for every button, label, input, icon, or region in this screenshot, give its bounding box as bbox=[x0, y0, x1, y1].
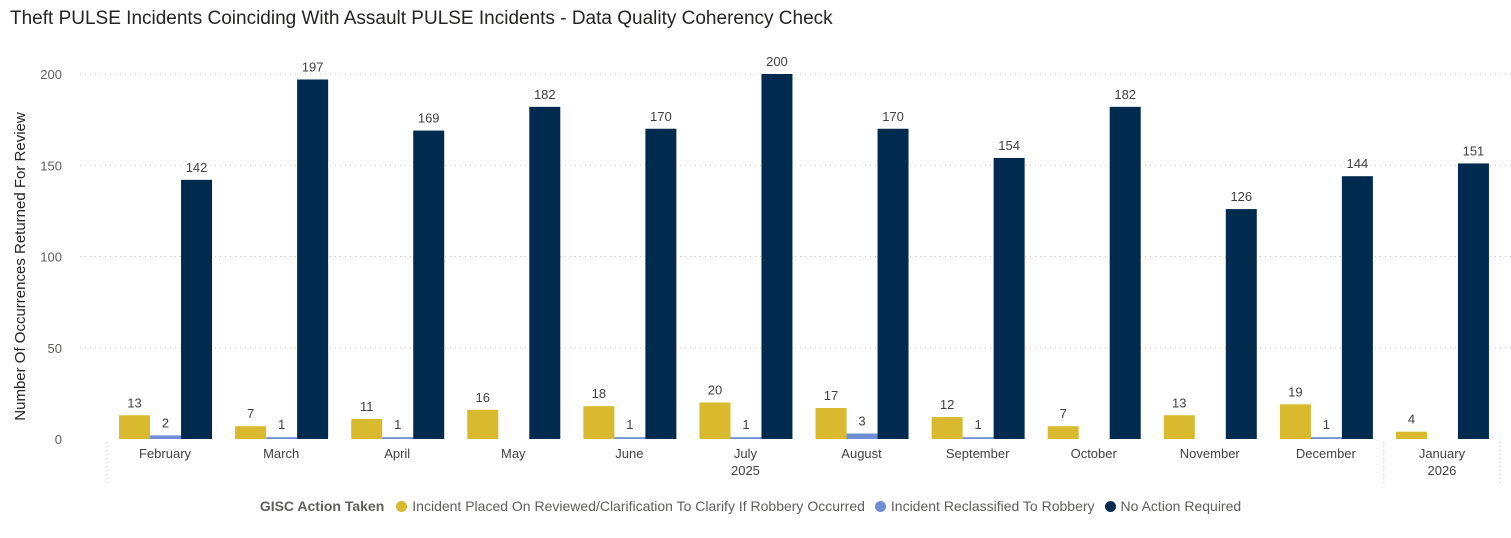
data-label: 17 bbox=[824, 388, 838, 403]
bar bbox=[1047, 426, 1079, 439]
bar bbox=[761, 74, 793, 439]
bar bbox=[1310, 437, 1342, 439]
x-tick-label: February bbox=[139, 446, 192, 461]
bar bbox=[614, 437, 646, 439]
x-tick-label: November bbox=[1180, 446, 1241, 461]
x-group-label: 2025 bbox=[731, 463, 760, 478]
data-label: 20 bbox=[708, 383, 722, 398]
chart-title: Theft PULSE Incidents Coinciding With As… bbox=[10, 8, 833, 29]
data-label: 182 bbox=[1114, 87, 1136, 102]
x-tick-label: March bbox=[263, 446, 299, 461]
bar bbox=[297, 79, 329, 439]
data-label: 7 bbox=[247, 406, 254, 421]
bar bbox=[931, 417, 963, 439]
bar bbox=[846, 433, 878, 439]
bar bbox=[815, 407, 847, 439]
data-label: 1 bbox=[1323, 417, 1330, 432]
data-label: 154 bbox=[998, 138, 1020, 153]
legend-item-reviewed[interactable]: Incident Placed On Reviewed/Clarificatio… bbox=[396, 498, 865, 514]
bar bbox=[962, 437, 994, 439]
bar bbox=[1341, 176, 1373, 439]
x-tick-label: July bbox=[734, 446, 758, 461]
bar bbox=[730, 437, 762, 439]
legend-swatch-no-action bbox=[1104, 500, 1116, 512]
bar bbox=[529, 106, 561, 439]
bar bbox=[583, 406, 615, 439]
data-label: 2 bbox=[162, 415, 169, 430]
data-label: 1 bbox=[975, 417, 982, 432]
bar bbox=[645, 128, 677, 439]
bar bbox=[699, 402, 731, 439]
data-label: 16 bbox=[476, 390, 490, 405]
bar bbox=[993, 157, 1025, 439]
y-tick-label: 150 bbox=[40, 158, 62, 173]
data-label: 170 bbox=[882, 109, 904, 124]
x-group-label: 2026 bbox=[1427, 463, 1456, 478]
bar bbox=[467, 409, 499, 439]
data-label: 1 bbox=[742, 417, 749, 432]
data-label: 12 bbox=[940, 397, 954, 412]
chart-legend: GISC Action Taken Incident Placed On Rev… bbox=[0, 498, 1511, 514]
bar bbox=[235, 426, 267, 439]
data-label: 11 bbox=[360, 399, 374, 414]
data-label: 7 bbox=[1060, 406, 1067, 421]
legend-swatch-reviewed bbox=[396, 500, 408, 512]
x-tick-label: June bbox=[615, 446, 643, 461]
x-tick-label: December bbox=[1296, 446, 1357, 461]
data-label: 200 bbox=[766, 54, 788, 69]
x-tick-label: September bbox=[946, 446, 1010, 461]
y-tick-label: 200 bbox=[40, 67, 62, 82]
data-label: 13 bbox=[127, 395, 141, 410]
bar bbox=[1395, 431, 1427, 439]
x-tick-label: January bbox=[1419, 446, 1466, 461]
x-tick-label: August bbox=[841, 446, 882, 461]
data-label: 4 bbox=[1408, 412, 1415, 427]
legend-title: GISC Action Taken bbox=[259, 498, 385, 514]
data-label: 142 bbox=[186, 160, 208, 175]
legend-label-reclassified: Incident Reclassified To Robbery bbox=[890, 498, 1095, 514]
data-label: 13 bbox=[1172, 395, 1186, 410]
legend-item-no-action[interactable]: No Action Required bbox=[1104, 498, 1242, 514]
legend-label-no-action: No Action Required bbox=[1120, 498, 1242, 514]
data-label: 169 bbox=[418, 111, 440, 126]
y-tick-label: 50 bbox=[48, 341, 62, 356]
bar bbox=[1163, 415, 1195, 439]
bar bbox=[119, 415, 151, 439]
y-axis-title: Number Of Occurrences Returned For Revie… bbox=[12, 112, 29, 421]
bar bbox=[1279, 404, 1311, 439]
data-label: 197 bbox=[302, 59, 324, 74]
bar bbox=[1225, 209, 1257, 439]
bar bbox=[266, 437, 298, 439]
bar bbox=[150, 435, 182, 439]
y-tick-label: 0 bbox=[55, 432, 62, 447]
data-label: 182 bbox=[534, 87, 556, 102]
data-label: 151 bbox=[1463, 143, 1485, 158]
bar bbox=[413, 130, 445, 439]
x-tick-label: October bbox=[1071, 446, 1118, 461]
bar bbox=[351, 418, 383, 439]
bar bbox=[1109, 106, 1141, 439]
data-label: 144 bbox=[1347, 156, 1369, 171]
data-label: 1 bbox=[394, 417, 401, 432]
data-label: 18 bbox=[592, 386, 606, 401]
x-tick-label: April bbox=[384, 446, 410, 461]
data-label: 1 bbox=[626, 417, 633, 432]
data-label: 170 bbox=[650, 109, 672, 124]
legend-label-reviewed: Incident Placed On Reviewed/Clarificatio… bbox=[412, 498, 865, 514]
legend-swatch-reclassified bbox=[874, 500, 886, 512]
legend-item-reclassified[interactable]: Incident Reclassified To Robbery bbox=[874, 498, 1095, 514]
data-label: 3 bbox=[858, 414, 865, 429]
data-label: 19 bbox=[1288, 384, 1302, 399]
bar bbox=[181, 179, 213, 439]
y-tick-label: 100 bbox=[40, 250, 62, 265]
chart-plot: 0 50 100 150 200 Number Of Occurrences Return… bbox=[12, 54, 1511, 485]
x-tick-label: May bbox=[501, 446, 526, 461]
bar bbox=[382, 437, 414, 439]
data-label: 126 bbox=[1230, 189, 1252, 204]
bar bbox=[877, 128, 909, 439]
bar bbox=[1457, 163, 1489, 440]
data-label: 1 bbox=[278, 417, 285, 432]
